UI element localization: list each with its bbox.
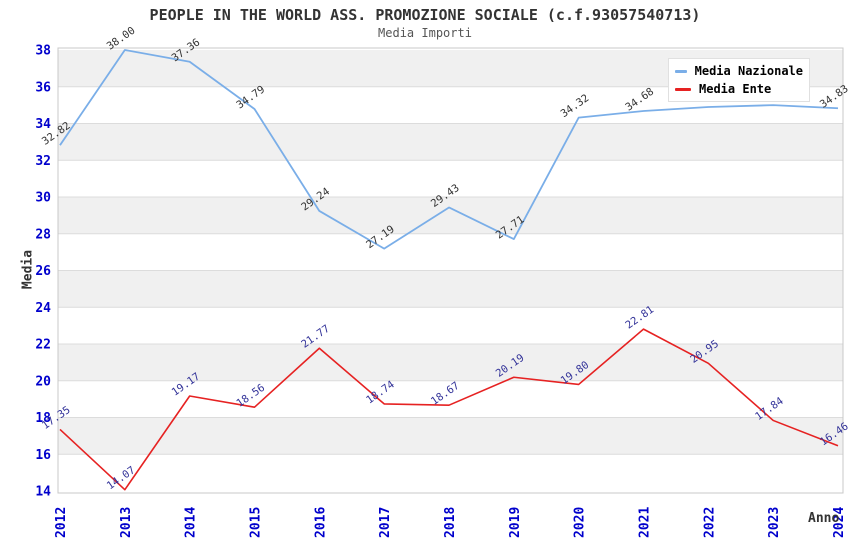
- x-tick-label: 2015: [249, 507, 264, 538]
- data-label: 34.68: [623, 86, 656, 114]
- data-label: 22.81: [623, 304, 656, 332]
- x-tick-label: 2018: [443, 507, 458, 538]
- x-tick-label: 2022: [702, 507, 717, 538]
- y-tick-label: 18: [35, 411, 51, 426]
- x-tick-label: 2016: [313, 507, 328, 538]
- y-tick-label: 34: [35, 117, 51, 132]
- x-tick-label: 2019: [508, 507, 523, 538]
- x-axis-title: Anno: [808, 511, 840, 526]
- data-label: 18.67: [429, 380, 462, 408]
- legend: Media Nazionale Media Ente: [668, 58, 810, 102]
- legend-item-media-nazionale: Media Nazionale: [675, 64, 803, 78]
- y-axis-title: Media: [20, 249, 36, 290]
- series-line-media-ente: [59, 328, 839, 491]
- y-tick-label: 30: [35, 191, 51, 206]
- y-tick-label: 22: [35, 338, 51, 353]
- y-tick-label: 26: [35, 264, 51, 279]
- legend-label-nazionale: Media Nazionale: [694, 64, 803, 78]
- y-tick-label: 20: [35, 374, 51, 389]
- x-tick-label: 2023: [767, 507, 782, 538]
- grid-band: [58, 197, 843, 234]
- legend-swatch-nazionale-icon: [675, 69, 687, 73]
- y-tick-label: 36: [35, 80, 51, 95]
- legend-label-ente: Media Ente: [699, 82, 772, 96]
- y-tick-label: 28: [35, 227, 51, 242]
- y-tick-label: 38: [35, 44, 51, 59]
- grid-band: [58, 417, 843, 455]
- series-line-media-nazionale: [59, 49, 839, 250]
- data-label: 18.74: [364, 378, 397, 406]
- x-tick-label: 2012: [54, 507, 69, 538]
- grid-band: [58, 344, 843, 381]
- chart-subtitle: Media Importi: [378, 26, 472, 40]
- x-tick-label: 2024: [832, 507, 847, 538]
- y-tick-label: 14: [35, 485, 51, 500]
- y-tick-label: 32: [35, 154, 51, 169]
- grid-band: [58, 123, 843, 161]
- x-tick-label: 2017: [378, 507, 393, 538]
- data-label: 18.56: [234, 382, 267, 410]
- x-tick-label: 2020: [573, 507, 588, 538]
- grid-band: [58, 270, 843, 308]
- plot-border: [57, 47, 844, 494]
- x-tick-label: 2014: [184, 507, 199, 538]
- x-tick-label: 2021: [638, 507, 653, 538]
- chart-title: PEOPLE IN THE WORLD ASS. PROMOZIONE SOCI…: [149, 6, 701, 24]
- legend-swatch-ente-icon: [675, 87, 691, 91]
- y-tick-label: 16: [35, 448, 51, 463]
- legend-item-media-ente: Media Ente: [675, 82, 803, 96]
- y-tick-label: 24: [35, 301, 51, 316]
- x-tick-label: 2013: [119, 507, 134, 538]
